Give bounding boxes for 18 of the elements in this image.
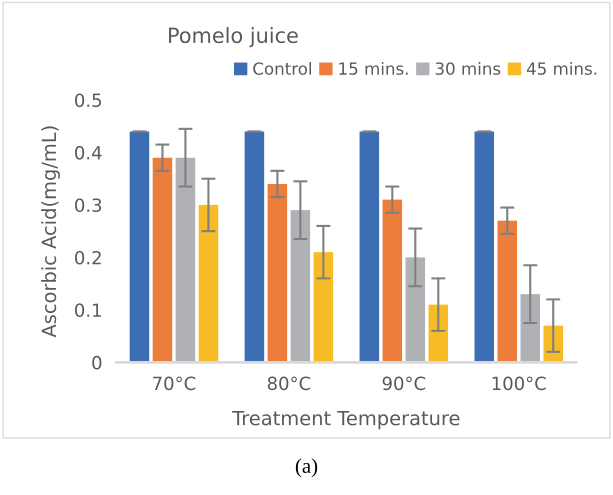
legend-label: Control — [253, 62, 311, 75]
x-tick-label: 100°C — [492, 376, 546, 390]
y-tick-label: 0 — [92, 356, 102, 370]
y-tick-label: 0.2 — [75, 250, 101, 265]
legend-label: 30 mins — [436, 62, 500, 75]
x-axis-title: Treatment Temperature — [232, 410, 460, 430]
y-axis-title: Ascorbic Acid(mg/mL) — [41, 126, 60, 338]
y-tick-label: 0.1 — [75, 303, 101, 317]
x-tick-label: 80°C — [268, 376, 310, 390]
legend-label: 15 mins. — [339, 62, 408, 75]
y-tick-label: 0.3 — [75, 198, 102, 212]
y-tick-label: 0.5 — [75, 93, 102, 108]
y-tick-label: 0.4 — [75, 146, 102, 160]
x-tick-label: 90°C — [382, 376, 426, 390]
text: (a) — [296, 458, 318, 478]
x-tick-label: 70°C — [153, 376, 196, 390]
legend-label: 45 mins. — [526, 62, 596, 75]
chart-title: Pomelo juice — [169, 27, 298, 48]
